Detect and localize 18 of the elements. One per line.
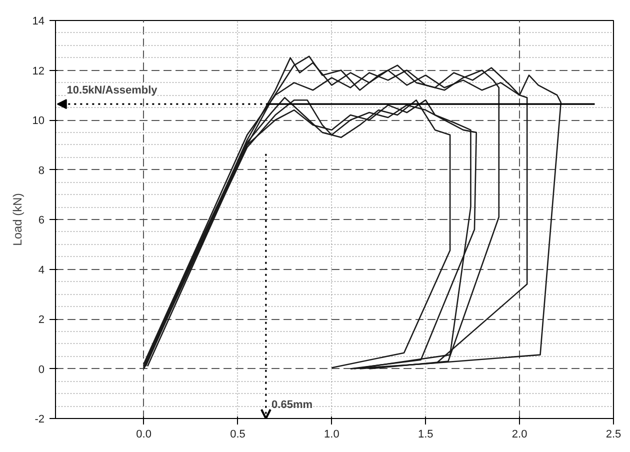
y-tick-label: -2 [34, 414, 44, 426]
x-tick-label: 1.5 [418, 428, 434, 440]
ref-line-label: 0.65mm [272, 399, 313, 412]
y-tick-label: 0 [38, 364, 45, 376]
y-tick-label: 2 [38, 314, 45, 326]
y-tick-label: 10 [32, 115, 45, 127]
y-axis-title: Load (kN) [10, 193, 24, 246]
y-tick-label: 12 [32, 65, 45, 78]
x-tick-label: 0.0 [136, 428, 152, 440]
x-tick-label: 2.0 [512, 428, 528, 440]
x-tick-label: 0.5 [230, 428, 246, 440]
ref-line-label: 10.5kN/Assembly [66, 84, 158, 97]
x-tick-label: 1.0 [324, 428, 340, 440]
y-tick-label: 6 [38, 214, 45, 226]
y-tick-label: 4 [38, 264, 45, 276]
x-tick-label: 2.5 [606, 428, 622, 440]
y-tick-label: 14 [32, 16, 45, 28]
y-tick-label: 8 [38, 164, 45, 177]
